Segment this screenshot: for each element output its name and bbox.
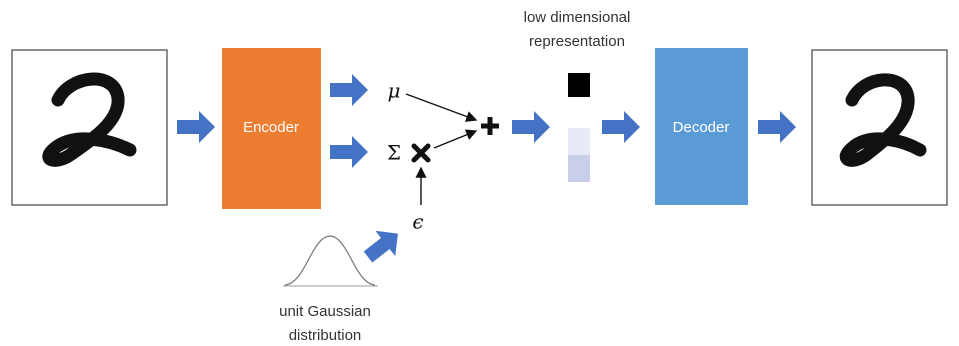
arrow [330,74,368,106]
output-image [812,50,947,205]
noise-caption: distribution [289,327,362,344]
connector [434,131,476,148]
connector [406,94,476,120]
arrow [330,136,368,168]
decoder-label: Decoder [673,119,730,136]
arrow [602,111,640,143]
arrow [758,111,796,143]
arrow [177,111,215,143]
latent-vector [568,73,590,182]
latent-caption: low dimensional [524,9,631,26]
vae-diagram: Encoder μ Σ ϵ unit Gaussian distribution… [0,0,959,346]
epsilon-symbol: ϵ [412,210,423,234]
multiply-icon [414,146,428,160]
plus-icon [481,117,499,135]
decoder: Decoder [655,48,748,205]
encoder: Encoder [222,48,321,209]
input-image [12,50,167,205]
mu-symbol: μ [388,79,401,103]
encoder-label: Encoder [243,119,299,136]
latent-caption: representation [529,33,625,50]
arrow [512,111,550,143]
sigma-symbol: Σ [387,141,401,165]
arrow [358,221,408,270]
noise-caption: unit Gaussian [279,303,371,320]
gaussian [283,236,378,286]
